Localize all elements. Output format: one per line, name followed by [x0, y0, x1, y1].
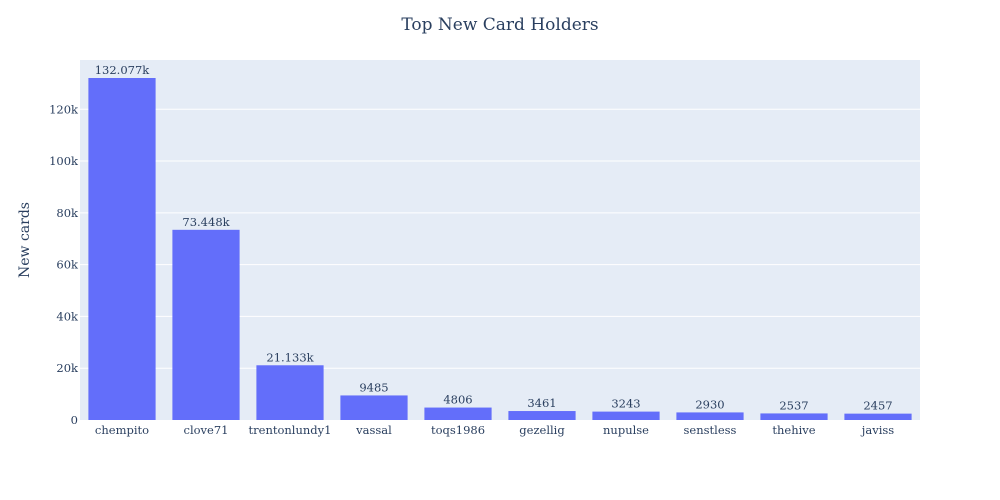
data-label: 2537 — [779, 398, 808, 412]
x-tick-label: trentonlundy1 — [249, 423, 332, 437]
y-tick-label: 120k — [49, 102, 79, 116]
bar-vassal — [340, 395, 408, 420]
y-axis-label: New cards — [17, 202, 33, 278]
y-tick-label: 20k — [56, 361, 79, 375]
bars — [88, 77, 912, 420]
y-axis-ticks: 0 20k 40k 60k 80k 100k 120k — [49, 102, 79, 427]
bar-thehive — [760, 413, 828, 420]
data-label: 73.448k — [182, 215, 230, 229]
bar-senstless — [676, 412, 744, 420]
data-label: 9485 — [359, 380, 388, 394]
bar-trentonlundy1 — [256, 365, 324, 420]
x-tick-label: chempito — [95, 423, 149, 437]
x-tick-label: gezellig — [519, 423, 565, 437]
bar-nupulse — [592, 411, 660, 420]
y-tick-label: 60k — [56, 258, 79, 272]
data-label: 3461 — [527, 396, 556, 410]
x-tick-label: vassal — [355, 423, 392, 437]
data-labels: 132.077k 73.448k 21.133k 9485 4806 3461 3243 29… — [95, 63, 893, 413]
x-tick-label: javiss — [860, 423, 894, 437]
bar-toqs1986 — [424, 407, 492, 420]
x-tick-label: senstless — [684, 423, 737, 437]
x-axis-ticks: chempito clove71 trentonlundy1 vassal toqs19… — [95, 423, 894, 437]
x-tick-label: nupulse — [603, 423, 649, 437]
data-label: 21.133k — [266, 350, 314, 364]
bar-chempito — [88, 77, 156, 420]
bar-javiss — [844, 413, 912, 420]
chart-title: Top New Card Holders — [401, 15, 598, 35]
x-tick-label: clove71 — [184, 423, 229, 437]
y-tick-label: 100k — [49, 154, 79, 168]
x-tick-label: toqs1986 — [431, 423, 485, 437]
bar-gezellig — [508, 411, 576, 420]
data-label: 2457 — [863, 399, 892, 413]
y-tick-label: 40k — [56, 309, 79, 323]
data-label: 4806 — [443, 393, 472, 407]
bar-clove71 — [172, 229, 240, 420]
data-label: 132.077k — [95, 63, 151, 77]
x-tick-label: thehive — [772, 423, 815, 437]
y-tick-label: 80k — [56, 206, 79, 220]
data-label: 2930 — [695, 397, 724, 411]
data-label: 3243 — [611, 397, 640, 411]
y-tick-label: 0 — [71, 413, 78, 427]
